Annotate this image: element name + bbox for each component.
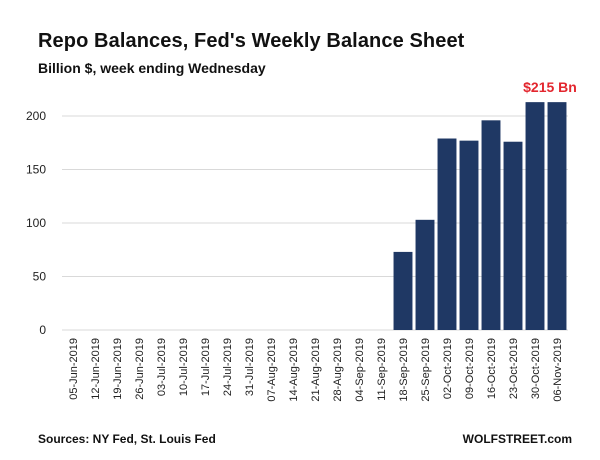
brand-logo-text: WOLFSTREET.com [462, 432, 572, 446]
sources-note: Sources: NY Fed, St. Louis Fed [38, 432, 216, 446]
x-tick-label: 26-Jun-2019 [134, 338, 146, 400]
bar [437, 138, 457, 330]
x-tick-label: 10-Jul-2019 [178, 338, 190, 396]
x-tick-label: 30-Oct-2019 [530, 338, 542, 399]
value-callout: $215 Bn [523, 79, 577, 95]
x-tick-label: 31-Jul-2019 [244, 338, 256, 396]
x-tick-label: 06-Nov-2019 [552, 338, 564, 402]
y-tick-label: 0 [39, 323, 46, 337]
x-tick-label: 02-Oct-2019 [442, 338, 454, 399]
annotations: $215 Bn [523, 79, 577, 95]
x-tick-label: 04-Sep-2019 [354, 338, 366, 402]
bar [459, 140, 479, 330]
x-tick-label: 17-Jul-2019 [200, 338, 212, 396]
chart-title: Repo Balances, Fed's Weekly Balance Shee… [38, 30, 465, 52]
y-axis-labels: 0 50 100 150 200 [26, 109, 46, 337]
x-tick-label: 09-Oct-2019 [464, 338, 476, 399]
bar [503, 141, 523, 330]
x-tick-label: 25-Sep-2019 [420, 338, 432, 402]
x-tick-label: 21-Aug-2019 [310, 338, 322, 402]
x-tick-label: 16-Oct-2019 [486, 338, 498, 399]
x-tick-label: 11-Sep-2019 [376, 338, 388, 401]
bars [393, 102, 567, 331]
bar [525, 102, 545, 331]
x-tick-label: 28-Aug-2019 [332, 338, 344, 402]
y-tick-label: 150 [26, 163, 46, 177]
y-tick-label: 200 [26, 109, 46, 123]
x-tick-label: 07-Aug-2019 [266, 338, 278, 402]
x-tick-label: 03-Jul-2019 [156, 338, 168, 396]
x-tick-label: 23-Oct-2019 [508, 338, 520, 399]
bar [415, 219, 435, 330]
x-tick-label: 24-Jul-2019 [222, 338, 234, 396]
x-axis-labels: 05-Jun-2019 12-Jun-2019 19-Jun-2019 26-Jun-… [68, 338, 564, 402]
bar [481, 120, 501, 330]
chart-subtitle: Billion $, week ending Wednesday [38, 60, 266, 76]
bar [393, 251, 413, 330]
x-tick-label: 19-Jun-2019 [112, 338, 124, 400]
x-tick-label: 12-Jun-2019 [90, 338, 102, 400]
x-tick-label: 18-Sep-2019 [398, 338, 410, 402]
x-tick-label: 14-Aug-2019 [288, 338, 300, 402]
bar [547, 102, 567, 331]
x-tick-label: 05-Jun-2019 [68, 338, 80, 400]
y-tick-label: 50 [33, 270, 47, 284]
y-tick-label: 100 [26, 216, 46, 230]
